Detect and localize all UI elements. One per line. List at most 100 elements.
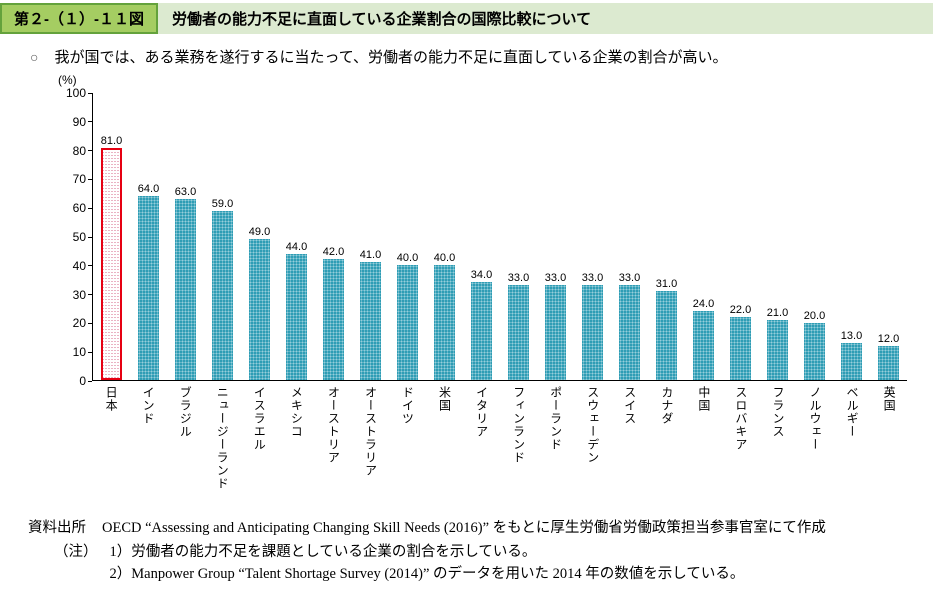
bar-value-label: 13.0 — [840, 329, 863, 342]
x-label-column: オーストリア — [314, 386, 351, 504]
bar-value-label: 42.0 — [322, 246, 345, 259]
bar-column: 33.0 — [611, 93, 648, 380]
bar-column: 40.0 — [389, 93, 426, 380]
bar-value-label: 81.0 — [100, 134, 123, 147]
y-tick-label: 70 — [72, 172, 86, 187]
bar — [618, 285, 641, 380]
y-tick-mark — [88, 92, 92, 94]
x-axis-category-label: フランス — [770, 386, 785, 438]
bar-value-label: 40.0 — [396, 252, 419, 265]
bar-column: 33.0 — [500, 93, 537, 380]
bar — [174, 199, 197, 380]
bar-value-label: 34.0 — [470, 269, 493, 282]
bar — [248, 239, 271, 380]
y-tick-label: 10 — [72, 345, 86, 360]
bar-column: 33.0 — [537, 93, 574, 380]
y-tick-mark — [88, 150, 92, 152]
y-tick-mark — [88, 207, 92, 209]
bar-value-label: 24.0 — [692, 298, 715, 311]
x-label-column: 英国 — [870, 386, 907, 504]
bar — [433, 265, 456, 380]
bar — [285, 253, 308, 380]
x-axis-category-label: カナダ — [659, 386, 674, 425]
y-tick-mark — [88, 351, 92, 353]
bar — [840, 342, 863, 380]
bar — [322, 259, 345, 380]
bar-chart: (%) 81.0 64.0 63.0 59.0 49.0 44.0 42.0 41.0 40.0… — [52, 73, 907, 504]
y-tick-mark — [88, 265, 92, 267]
bar-value-label: 33.0 — [581, 272, 604, 285]
bar-column: 63.0 — [167, 93, 204, 380]
bar — [137, 196, 160, 380]
source-text: OECD “Assessing and Anticipating Changin… — [102, 520, 826, 536]
bar-column: 59.0 — [204, 93, 241, 380]
x-label-column: ベルギー — [833, 386, 870, 504]
bullet-circle-icon: ○ — [30, 49, 39, 65]
bar-column: 41.0 — [352, 93, 389, 380]
bar-column: 42.0 — [315, 93, 352, 380]
note-item-1: 1）労働者の能力不足を課題としている企業の割合を示している。 — [109, 543, 537, 560]
x-label-column: ポーランド — [537, 386, 574, 504]
bar — [581, 285, 604, 380]
x-axis-category-label: ドイツ — [400, 386, 415, 425]
y-tick-label: 100 — [65, 86, 86, 100]
bar-value-label: 20.0 — [803, 309, 826, 322]
y-tick-label: 60 — [72, 201, 86, 216]
x-label-column: フィンランド — [500, 386, 537, 504]
x-label-column: インド — [129, 386, 166, 504]
bar-value-label: 33.0 — [618, 272, 641, 285]
x-label-column: スロバキア — [722, 386, 759, 504]
notes-row: （注） 1）労働者の能力不足を課題としている企業の割合を示している。 2）Man… — [54, 542, 921, 586]
y-tick-label: 40 — [72, 258, 86, 273]
bar-column: 33.0 — [574, 93, 611, 380]
x-axis-category-label: スロバキア — [733, 386, 748, 451]
x-axis-category-label: オーストラリア — [363, 386, 378, 477]
y-tick-mark — [88, 121, 92, 123]
x-axis-category-label: スイス — [622, 386, 637, 425]
x-label-column: ブラジル — [166, 386, 203, 504]
bar-column: 21.0 — [759, 93, 796, 380]
bar — [507, 285, 530, 380]
y-tick-label: 0 — [79, 374, 86, 388]
bar — [655, 291, 678, 380]
bar — [803, 322, 826, 380]
bar-value-label: 41.0 — [359, 249, 382, 262]
source-label: 資料出所 — [28, 520, 86, 536]
x-axis-category-label: 中国 — [696, 386, 711, 412]
x-label-column: 米国 — [425, 386, 462, 504]
y-tick-label: 80 — [72, 143, 86, 158]
bar — [359, 262, 382, 380]
y-tick-label: 50 — [72, 230, 86, 244]
x-axis-category-label: フィンランド — [511, 386, 526, 464]
x-axis-category-label: インド — [141, 386, 156, 425]
bar-column: 44.0 — [278, 93, 315, 380]
bar-column: 24.0 — [685, 93, 722, 380]
y-tick-mark — [88, 294, 92, 296]
bar-column: 49.0 — [241, 93, 278, 380]
bars-container: 81.0 64.0 63.0 59.0 49.0 44.0 42.0 41.0 40.0 40.0… — [92, 93, 907, 381]
y-tick-label: 30 — [72, 287, 86, 302]
y-tick-mark — [88, 380, 92, 382]
footer-notes: 資料出所 OECD “Assessing and Anticipating Ch… — [28, 518, 921, 585]
x-label-column: イスラエル — [240, 386, 277, 504]
figure-number: 第２-（１）-１１図 — [0, 3, 158, 34]
bar-value-label: 22.0 — [729, 303, 752, 316]
source-row: 資料出所 OECD “Assessing and Anticipating Ch… — [28, 518, 921, 540]
x-axis-category-label: オーストリア — [326, 386, 341, 464]
lead-text: 我が国では、ある業務を遂行するに当たって、労働者の能力不足に直面している企業の割… — [54, 49, 728, 66]
bar-value-label: 64.0 — [137, 183, 160, 196]
note-label: （注） — [54, 543, 98, 560]
bar — [470, 282, 493, 380]
y-tick-label: 20 — [72, 316, 86, 331]
bar-column: 64.0 — [130, 93, 167, 380]
plot-area: (%) 81.0 64.0 63.0 59.0 49.0 44.0 42.0 41.0 40.0… — [58, 73, 907, 388]
bar-column: 81.0 — [93, 93, 130, 380]
bar-value-label: 63.0 — [174, 186, 197, 199]
note-items: 1）労働者の能力不足を課題としている企業の割合を示している。 2）Manpowe… — [110, 542, 922, 586]
bar-value-label: 33.0 — [507, 272, 530, 285]
bar-value-label: 21.0 — [766, 306, 789, 319]
y-tick-mark — [88, 178, 92, 180]
y-tick-mark — [88, 322, 92, 324]
x-axis-category-label: 米国 — [437, 386, 452, 412]
x-label-column: オーストラリア — [351, 386, 388, 504]
